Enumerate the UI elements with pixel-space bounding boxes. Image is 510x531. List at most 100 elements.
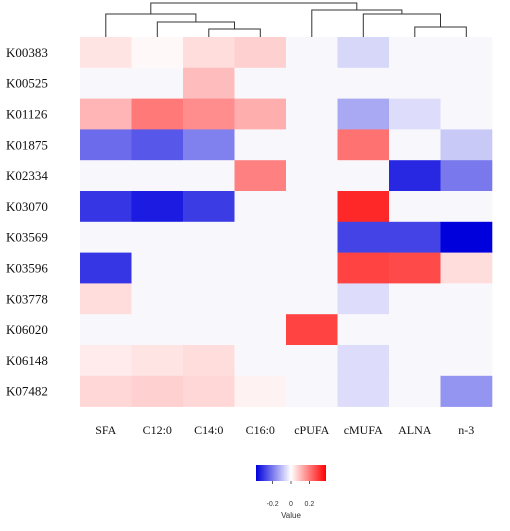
column-label: cMUFA — [344, 423, 383, 437]
heatmap-cell-K02334-cpufa — [286, 160, 338, 192]
heatmap-cell-K01875-c140 — [183, 129, 235, 161]
heatmap-cell-K07482-sfa — [80, 375, 132, 407]
heatmap-cell-K00383-n3 — [440, 37, 493, 69]
heatmap-cell-K01126-n3 — [440, 98, 493, 130]
dendrogram-branch — [105, 13, 197, 37]
dendrogram-branch — [362, 13, 441, 37]
heatmap-cell-K03569-n3 — [440, 221, 493, 253]
heatmap-cell-K03596-c160 — [234, 252, 287, 284]
heatmap-cell-K03070-sfa — [80, 191, 132, 223]
heatmap-cell-K07482-c160 — [234, 375, 287, 407]
column-label: SFA — [95, 423, 116, 437]
heatmap-cell-K03596-cmufa — [337, 252, 390, 284]
heatmap-cell-K02334-alna — [389, 160, 441, 192]
heatmap-cell-K03778-cpufa — [286, 283, 338, 315]
heatmap-cell-K03569-sfa — [80, 221, 132, 253]
heatmap-cell-K02334-cmufa — [337, 160, 390, 192]
heatmap-cell-K06148-cmufa — [337, 345, 390, 377]
legend-tick-label: 0.2 — [305, 501, 315, 508]
heatmap-cell-K01875-n3 — [440, 129, 493, 161]
heatmap-cell-K07482-n3 — [440, 375, 493, 407]
heatmap-cell-K02334-sfa — [80, 160, 132, 192]
heatmap-cell-K00525-c120 — [131, 67, 184, 99]
heatmap-cell-K01875-alna — [389, 129, 441, 161]
heatmap-cell-K03569-cpufa — [286, 221, 338, 253]
column-label: C14:0 — [194, 423, 223, 437]
heatmap-cell-K01126-c140 — [183, 98, 235, 130]
heatmap-cell-K01126-alna — [389, 98, 441, 130]
heatmap-cell-K01875-sfa — [80, 129, 132, 161]
heatmap-cell-K03070-c140 — [183, 191, 235, 223]
heatmap-cell-K06148-c160 — [234, 345, 287, 377]
heatmap-cell-K00525-c140 — [183, 67, 235, 99]
row-label: K03596 — [6, 261, 48, 276]
heatmap-cells — [80, 37, 493, 407]
heatmap-cell-K03569-c120 — [131, 221, 184, 253]
heatmap-cell-K03596-alna — [389, 252, 441, 284]
heatmap-cell-K03569-cmufa — [337, 221, 390, 253]
heatmap-cell-K01126-c160 — [234, 98, 287, 130]
heatmap-cell-K00525-cmufa — [337, 67, 390, 99]
heatmap-cell-K03596-n3 — [440, 252, 493, 284]
heatmap-cell-K06020-sfa — [80, 314, 132, 346]
heatmap-cell-K00383-alna — [389, 37, 441, 69]
heatmap-cell-K07482-c120 — [131, 375, 184, 407]
heatmap-cell-K03569-alna — [389, 221, 441, 253]
heatmap-cell-K01875-cmufa — [337, 129, 390, 161]
heatmap-cell-K03778-sfa — [80, 283, 132, 315]
heatmap-cell-K00525-c160 — [234, 67, 287, 99]
row-label: K06148 — [6, 353, 48, 368]
heatmap-cell-K06148-sfa — [80, 345, 132, 377]
heatmap-cell-K06020-cmufa — [337, 314, 390, 346]
heatmap-cell-K07482-c140 — [183, 375, 235, 407]
row-label: K02334 — [6, 168, 48, 183]
heatmap-cell-K06020-cpufa — [286, 314, 338, 346]
heatmap-cell-K03778-c160 — [234, 283, 287, 315]
heatmap-cell-K00383-c140 — [183, 37, 235, 69]
heatmap-cell-K01875-cpufa — [286, 129, 338, 161]
heatmap-cell-K00525-alna — [389, 67, 441, 99]
heatmap-cell-K03569-c140 — [183, 221, 235, 253]
heatmap-cell-K03596-cpufa — [286, 252, 338, 284]
row-label: K01875 — [6, 137, 48, 152]
dendrogram-branch — [208, 28, 261, 37]
column-label: C12:0 — [143, 423, 172, 437]
heatmap-cell-K06020-n3 — [440, 314, 493, 346]
legend-tick-label: 0 — [289, 501, 293, 508]
heatmap-cell-K02334-c120 — [131, 160, 184, 192]
row-label: K00525 — [6, 76, 48, 91]
dendrogram-root — [150, 2, 358, 14]
heatmap-cell-K06148-c140 — [183, 345, 235, 377]
heatmap-cell-K01126-cmufa — [337, 98, 390, 130]
heatmap-cell-K03778-c140 — [183, 283, 235, 315]
heatmap-cell-K03070-c120 — [131, 191, 184, 223]
heatmap-cell-K01126-sfa — [80, 98, 132, 130]
heatmap-cell-K01875-c120 — [131, 129, 184, 161]
heatmap-cell-K02334-c140 — [183, 160, 235, 192]
heatmap-cell-K03596-c140 — [183, 252, 235, 284]
column-labels: SFA C12:0 C14:0 C16:0 cPUFA cMUFA ALNA n-3 — [95, 423, 474, 437]
row-label: K03778 — [6, 291, 48, 306]
row-label: K01126 — [6, 107, 48, 122]
column-dendrogram — [105, 2, 467, 37]
heatmap-cell-K06020-c120 — [131, 314, 184, 346]
row-labels: K00383 K00525 K01126 K01875 K02334 K03070 K035… — [6, 45, 48, 399]
heatmap-cell-K03778-n3 — [440, 283, 493, 315]
row-label: K07482 — [6, 384, 48, 399]
heatmap-cell-K06148-c120 — [131, 345, 184, 377]
heatmap-cell-K03070-cmufa — [337, 191, 390, 223]
heatmap-cell-K00383-cmufa — [337, 37, 390, 69]
row-label: K03070 — [6, 199, 48, 214]
color-legend: -0.2 0 0.2 Value — [256, 465, 326, 520]
row-label: K06020 — [6, 322, 48, 337]
heatmap-cell-K00525-n3 — [440, 67, 493, 99]
heatmap-cell-K03596-sfa — [80, 252, 132, 284]
heatmap-cell-K01126-cpufa — [286, 98, 338, 130]
heatmap-cell-K03596-c120 — [131, 252, 184, 284]
heatmap-cell-K03778-cmufa — [337, 283, 390, 315]
heatmap-cell-K00383-c120 — [131, 37, 184, 69]
heatmap-cell-K03070-n3 — [440, 191, 493, 223]
heatmap-cell-K07482-cpufa — [286, 375, 338, 407]
heatmap-cell-K03070-c160 — [234, 191, 287, 223]
